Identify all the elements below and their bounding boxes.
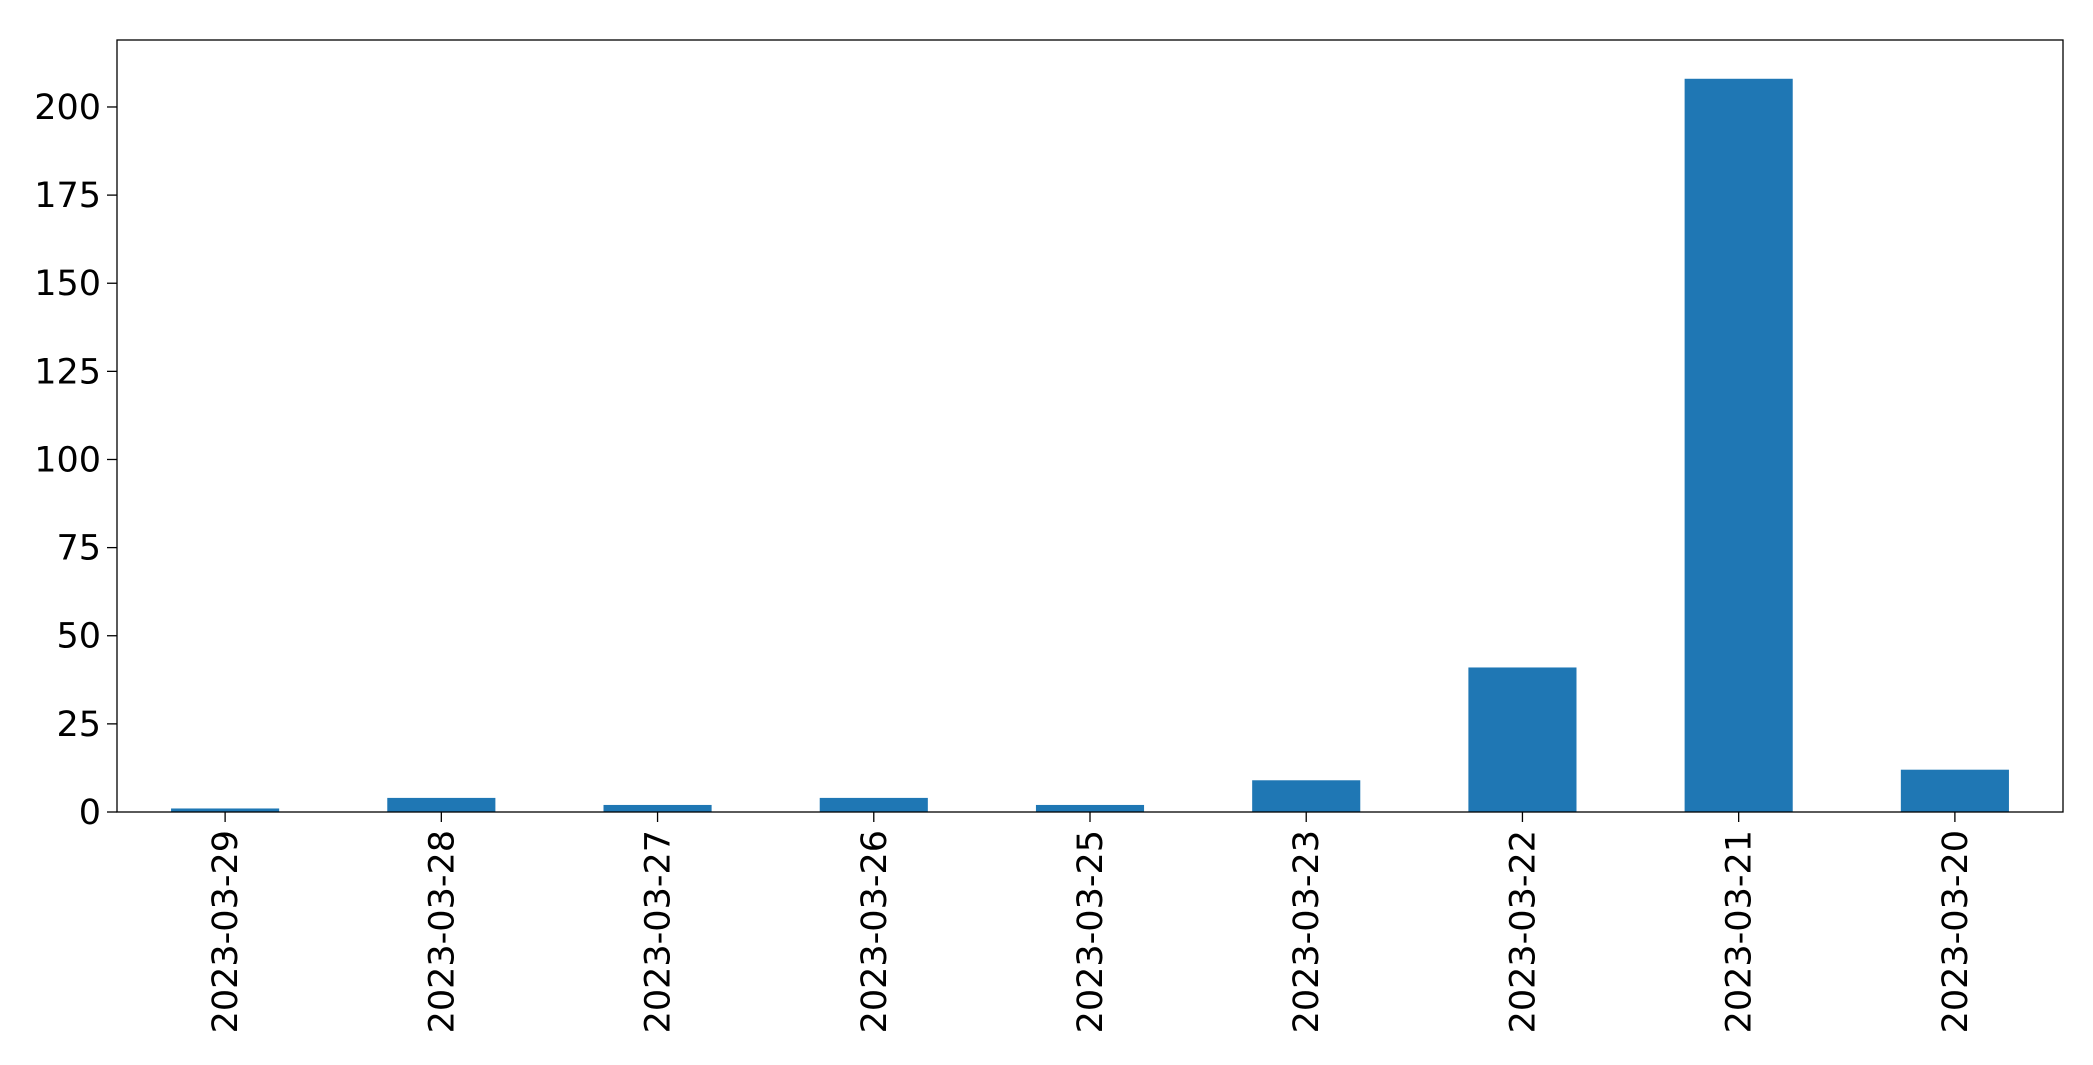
y-tick-label: 150 (34, 264, 101, 304)
bar-2023-03-27 (603, 804, 712, 812)
x-tick-label: 2023-03-20 (1936, 830, 1976, 1033)
y-tick-label: 25 (56, 705, 101, 745)
plot-frame (116, 39, 2064, 813)
bar-2023-03-22 (1468, 667, 1577, 812)
ticks-layer: 2023-03-29 2023-03-28 2023-03-27 2023-03-26… (34, 88, 1976, 1033)
bars-layer (171, 78, 2009, 813)
bar-2023-03-23 (1252, 780, 1361, 812)
x-tick-label: 2023-03-28 (422, 830, 462, 1033)
x-tick-label: 2023-03-27 (639, 830, 679, 1033)
x-tick-label: 2023-03-22 (1503, 830, 1543, 1033)
x-tick-label: 2023-03-26 (855, 830, 895, 1033)
y-tick-label: 125 (34, 352, 101, 392)
x-tick-label: 2023-03-29 (206, 830, 246, 1033)
x-tick-label: 2023-03-23 (1287, 830, 1327, 1033)
bar-2023-03-28 (387, 797, 496, 812)
y-tick-label: 100 (34, 440, 101, 480)
y-tick-label: 200 (34, 88, 101, 128)
x-tick-label: 2023-03-21 (1720, 830, 1760, 1033)
bar-2023-03-26 (819, 797, 928, 812)
y-tick-label: 175 (34, 176, 101, 216)
bar-2023-03-21 (1684, 78, 1793, 813)
x-tick-label: 2023-03-25 (1071, 830, 1111, 1033)
y-tick-label: 0 (79, 793, 101, 833)
y-tick-label: 75 (56, 529, 101, 569)
bar-2023-03-20 (1900, 769, 2009, 812)
bar-2023-03-25 (1035, 804, 1145, 812)
bar-2023-03-29 (171, 808, 280, 812)
y-tick-label: 50 (56, 617, 101, 657)
